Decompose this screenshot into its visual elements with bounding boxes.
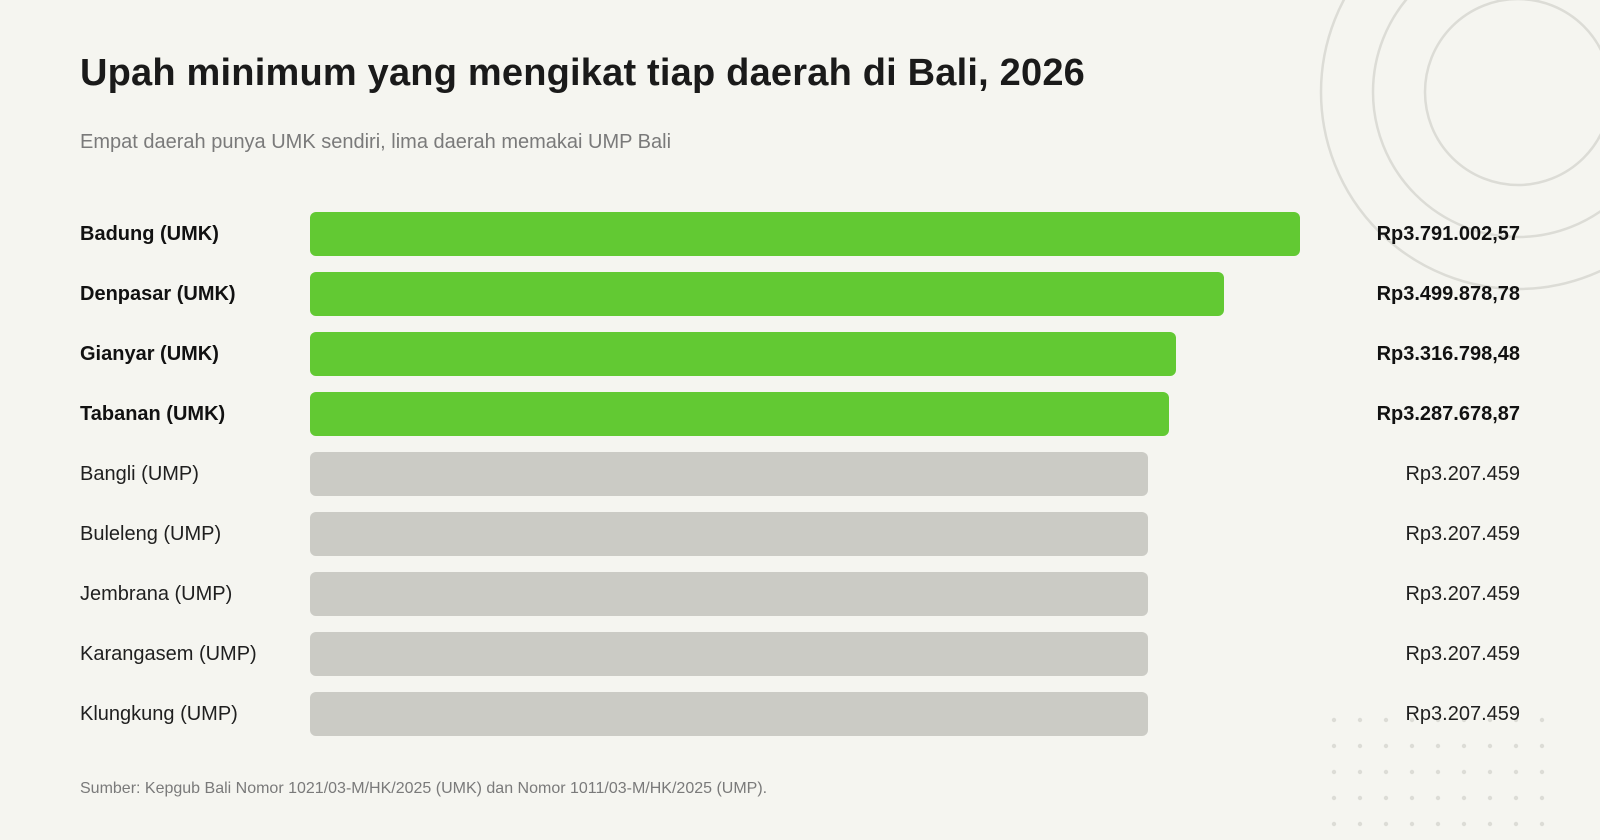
category-label: Badung (UMK) [80,223,219,245]
bar [310,452,1148,496]
decorative-dot [1331,821,1337,827]
decorative-dot [1409,769,1415,775]
bar-row: Karangasem (UMP) Rp3.207.459 [0,632,1600,676]
decorative-dot [1357,795,1363,801]
value-label: Rp3.207.459 [1405,703,1520,725]
decorative-dot [1331,769,1337,775]
decorative-dot [1487,717,1493,723]
bar-row: Buleleng (UMP) Rp3.207.459 [0,512,1600,556]
value-label: Rp3.207.459 [1405,583,1520,605]
bar [310,692,1148,736]
decorative-dot [1357,743,1363,749]
bar [310,572,1148,616]
value-label: Rp3.207.459 [1405,643,1520,665]
decorative-dot [1461,717,1467,723]
decorative-ring [1423,0,1600,187]
bar-row: Jembrana (UMP) Rp3.207.459 [0,572,1600,616]
category-label: Karangasem (UMP) [80,643,257,665]
bar-row: Badung (UMK) Rp3.791.002,57 [0,212,1600,256]
decorative-dot [1513,821,1519,827]
category-label: Bangli (UMP) [80,463,199,485]
decorative-dot [1409,717,1415,723]
decorative-dot [1435,795,1441,801]
decorative-dot [1331,717,1337,723]
decorative-dot [1461,743,1467,749]
bar-row: Bangli (UMP) Rp3.207.459 [0,452,1600,496]
decorative-dot [1487,743,1493,749]
decorative-dot [1357,717,1363,723]
decorative-dot [1461,795,1467,801]
decorative-dot [1435,769,1441,775]
decorative-ring [1319,0,1600,291]
source-note: Sumber: Kepgub Bali Nomor 1021/03-M/HK/2… [80,780,768,797]
decorative-dot [1383,821,1389,827]
decorative-dot [1487,795,1493,801]
decorative-dot [1409,821,1415,827]
bar [310,512,1148,556]
decorative-dot [1487,821,1493,827]
decorative-dot [1383,769,1389,775]
bar [310,332,1176,376]
chart-title: Upah minimum yang mengikat tiap daerah d… [80,52,1086,94]
decorative-dot [1357,769,1363,775]
bar-row: Klungkung (UMP) Rp3.207.459 [0,692,1600,736]
decorative-dot [1513,795,1519,801]
decorative-dot [1435,743,1441,749]
value-label: Rp3.287.678,87 [1376,403,1520,425]
decorative-dot [1539,717,1545,723]
decorative-dot [1487,769,1493,775]
decorative-dot [1383,717,1389,723]
decorative-dot [1383,795,1389,801]
category-label: Jembrana (UMP) [80,583,233,605]
category-label: Klungkung (UMP) [80,703,238,725]
value-label: Rp3.316.798,48 [1376,343,1520,365]
decorative-dot [1539,743,1545,749]
decorative-dot [1409,743,1415,749]
bar [310,632,1148,676]
category-label: Gianyar (UMK) [80,343,219,365]
bar-row: Denpasar (UMK) Rp3.499.878,78 [0,272,1600,316]
decorative-ring [1371,0,1600,239]
decorative-dot [1513,769,1519,775]
decorative-dot [1331,795,1337,801]
decorative-dot [1461,769,1467,775]
decorative-dot [1331,743,1337,749]
decorative-dot [1435,821,1441,827]
decorative-dot [1539,795,1545,801]
decorative-dot [1409,795,1415,801]
bar-row: Tabanan (UMK) Rp3.287.678,87 [0,392,1600,436]
value-label: Rp3.207.459 [1405,463,1520,485]
decorative-dot [1383,743,1389,749]
decorative-dot [1357,821,1363,827]
decorative-rings [1319,0,1600,291]
chart-subtitle: Empat daerah punya UMK sendiri, lima dae… [80,131,672,153]
bar [310,392,1169,436]
decorative-dot [1539,769,1545,775]
value-label: Rp3.791.002,57 [1376,223,1520,245]
decorative-dot [1461,821,1467,827]
value-label: Rp3.499.878,78 [1376,283,1520,305]
decorative-dot [1513,743,1519,749]
bar [310,272,1224,316]
category-label: Tabanan (UMK) [80,403,226,425]
value-label: Rp3.207.459 [1405,523,1520,545]
category-label: Denpasar (UMK) [80,283,236,305]
decorative-dot [1513,717,1519,723]
decorative-dot [1539,821,1545,827]
bar-row: Gianyar (UMK) Rp3.316.798,48 [0,332,1600,376]
decorative-dot-grid [1331,717,1545,827]
decorative-dot [1435,717,1441,723]
category-label: Buleleng (UMP) [80,523,222,545]
bar [310,212,1300,256]
